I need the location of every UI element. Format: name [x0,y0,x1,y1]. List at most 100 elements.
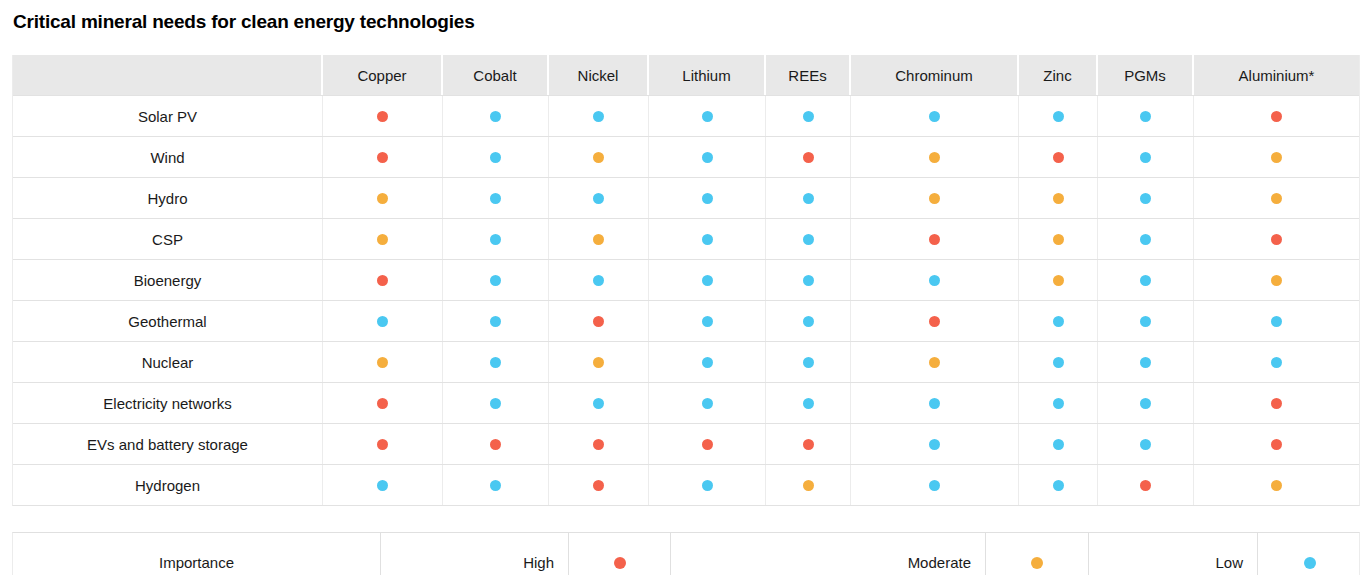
importance-dot-low [803,111,814,122]
row-label: Hydrogen [135,477,200,494]
importance-dot-low [1053,398,1064,409]
importance-dot-moderate [1053,193,1064,204]
importance-dot-low [593,275,604,286]
importance-legend: ImportanceHighModerateLow [12,532,1360,575]
importance-dot-high [593,439,604,450]
value-cell [649,260,766,300]
value-cell [851,137,1019,177]
critical-minerals-figure: Critical mineral needs for clean energy … [0,0,1372,575]
value-cell [851,383,1019,423]
value-cell [851,219,1019,259]
value-cell [443,383,549,423]
value-cell [443,219,549,259]
value-cell [549,96,649,136]
row-label-cell: CSP [13,219,323,259]
value-cell [1019,260,1098,300]
importance-dot-high [593,316,604,327]
value-cell [549,383,649,423]
value-cell [549,137,649,177]
value-cell [1194,96,1359,136]
importance-dot-low [490,275,501,286]
importance-dot-low [1053,316,1064,327]
importance-dot-low [1140,398,1151,409]
column-header: Copper [323,55,443,95]
value-cell [1098,137,1194,177]
importance-dot-moderate [1271,152,1282,163]
importance-dot-low [1271,357,1282,368]
column-header: Chrominum [851,55,1019,95]
column-header: Lithium [649,55,766,95]
table-row: Hydrogen [13,464,1359,505]
value-cell [1019,96,1098,136]
importance-dot-low [490,398,501,409]
importance-dot-moderate [593,152,604,163]
table-row: Geothermal [13,300,1359,341]
importance-dot-high [377,439,388,450]
value-cell [1019,137,1098,177]
importance-dot-low [803,275,814,286]
value-cell [851,424,1019,464]
importance-dot-low [1053,357,1064,368]
value-cell [443,96,549,136]
importance-dot-low [702,234,713,245]
value-cell [323,137,443,177]
value-cell [766,178,851,218]
importance-dot-low [490,111,501,122]
minerals-table: CopperCobaltNickelLithiumREEsChrominumZi… [12,55,1360,506]
value-cell [323,219,443,259]
value-cell [443,465,549,505]
value-cell [649,465,766,505]
value-cell [1194,342,1359,382]
value-cell [1194,219,1359,259]
row-label: EVs and battery storage [87,436,248,453]
row-label-cell: Wind [13,137,323,177]
importance-dot-low [490,234,501,245]
value-cell [323,96,443,136]
value-cell [443,178,549,218]
value-cell [649,178,766,218]
importance-dot-high [929,316,940,327]
importance-dot-low [1140,193,1151,204]
row-label-cell: Solar PV [13,96,323,136]
value-cell [851,301,1019,341]
value-cell [649,137,766,177]
value-cell [443,424,549,464]
table-row: Solar PV [13,95,1359,136]
value-cell [851,342,1019,382]
importance-dot-low [490,357,501,368]
value-cell [1194,178,1359,218]
row-label: Hydro [147,190,187,207]
table-row: Bioenergy [13,259,1359,300]
value-cell [1098,260,1194,300]
importance-dot-moderate [929,357,940,368]
value-cell [851,465,1019,505]
importance-dot-high [929,234,940,245]
value-cell [549,219,649,259]
importance-dot-low [929,275,940,286]
row-label-cell: Geothermal [13,301,323,341]
value-cell [1019,219,1098,259]
importance-dot-low [929,111,940,122]
value-cell [1194,383,1359,423]
value-cell [649,301,766,341]
importance-dot-high [593,480,604,491]
value-cell [323,465,443,505]
importance-dot-low [490,480,501,491]
table-row: EVs and battery storage [13,423,1359,464]
importance-dot-high [377,152,388,163]
value-cell [1194,260,1359,300]
importance-dot-high [1140,480,1151,491]
importance-dot-low [803,398,814,409]
importance-dot-low [803,193,814,204]
value-cell [549,465,649,505]
legend-dot-cell [986,533,1089,575]
importance-dot-low [1140,152,1151,163]
value-cell [1019,342,1098,382]
importance-dot-low [803,234,814,245]
value-cell [443,301,549,341]
value-cell [1019,301,1098,341]
value-cell [549,424,649,464]
importance-dot-moderate [803,480,814,491]
value-cell [649,383,766,423]
importance-dot-high [803,152,814,163]
